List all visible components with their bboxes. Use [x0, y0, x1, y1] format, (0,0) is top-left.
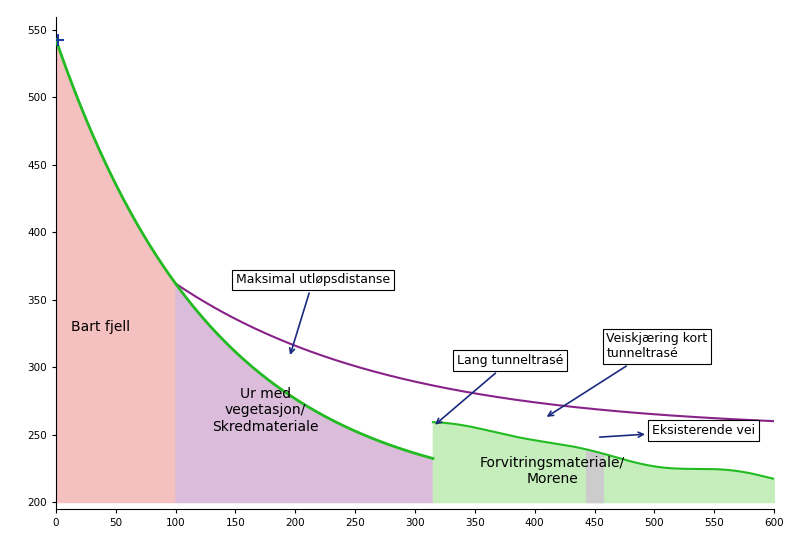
Text: Maksimal utløpsdistanse: Maksimal utløpsdistanse [236, 273, 390, 353]
Text: Eksisterende vei: Eksisterende vei [599, 424, 755, 437]
Text: Lang tunneltrasé: Lang tunneltrasé [437, 354, 563, 424]
Text: Forvitringsmateriale/
Morene: Forvitringsmateriale/ Morene [480, 456, 625, 486]
Text: Bart fjell: Bart fjell [70, 320, 130, 333]
Text: Veiskjæring kort
tunneltrasé: Veiskjæring kort tunneltrasé [548, 332, 708, 416]
Text: Ur med
vegetasjon/
Skredmateriale: Ur med vegetasjon/ Skredmateriale [212, 387, 318, 434]
